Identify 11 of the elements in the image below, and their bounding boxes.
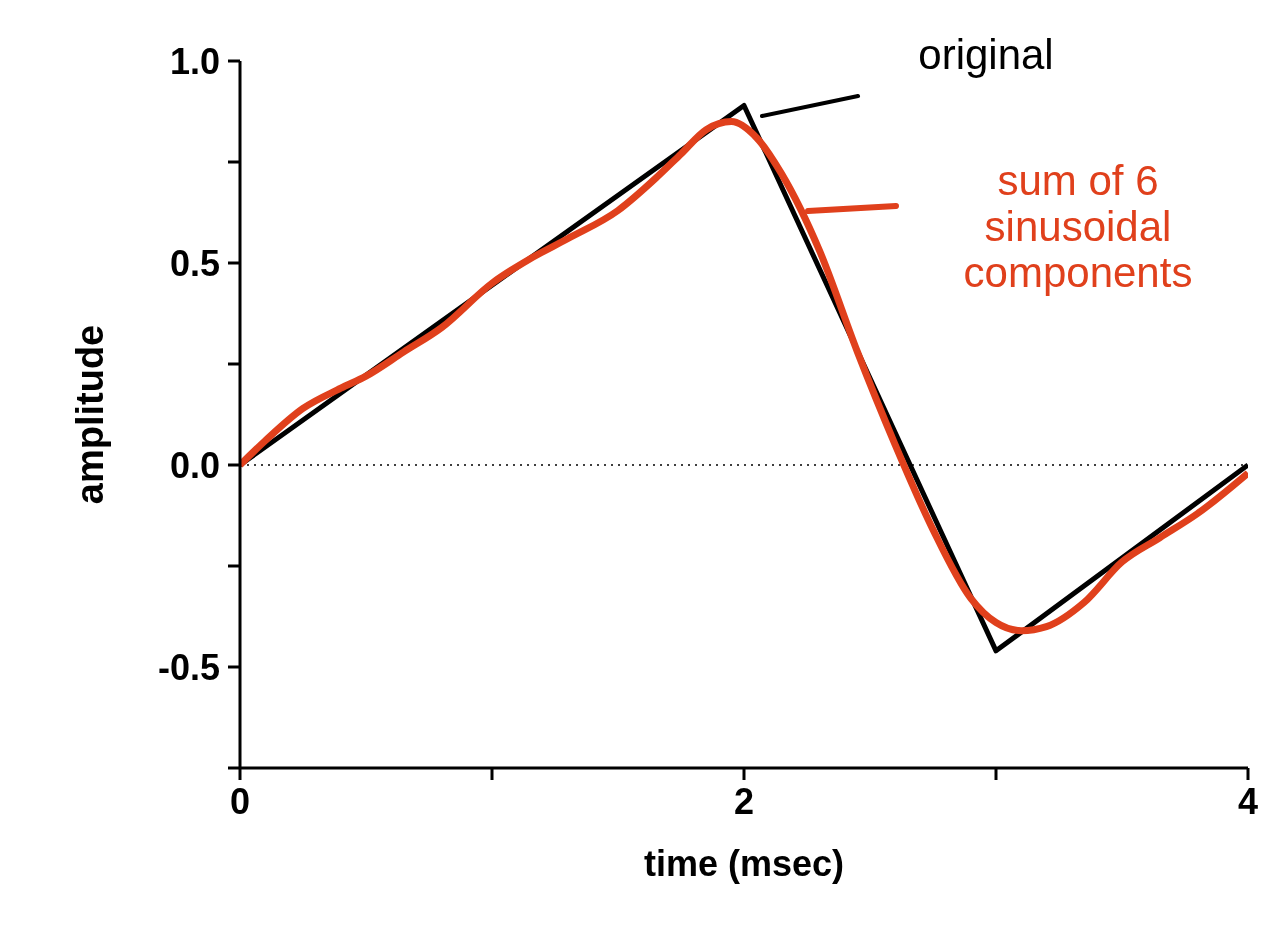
text: sum of 6 sinusoidal components	[962, 157, 1194, 296]
y-tick-label: 0.5	[169, 242, 220, 284]
y-tick-label: 1.0	[169, 40, 220, 82]
x-tick-label: 2	[733, 780, 755, 822]
y-axis-title: amplitude	[69, 324, 112, 505]
x-tick-label: 4	[1237, 780, 1259, 822]
text: original	[917, 31, 1055, 78]
x-axis-title: time (msec)	[643, 843, 845, 884]
x-tick-label: 0	[229, 780, 251, 822]
y-tick-label: 0.0	[169, 444, 220, 486]
y-tick-label: -0.5	[157, 646, 220, 688]
